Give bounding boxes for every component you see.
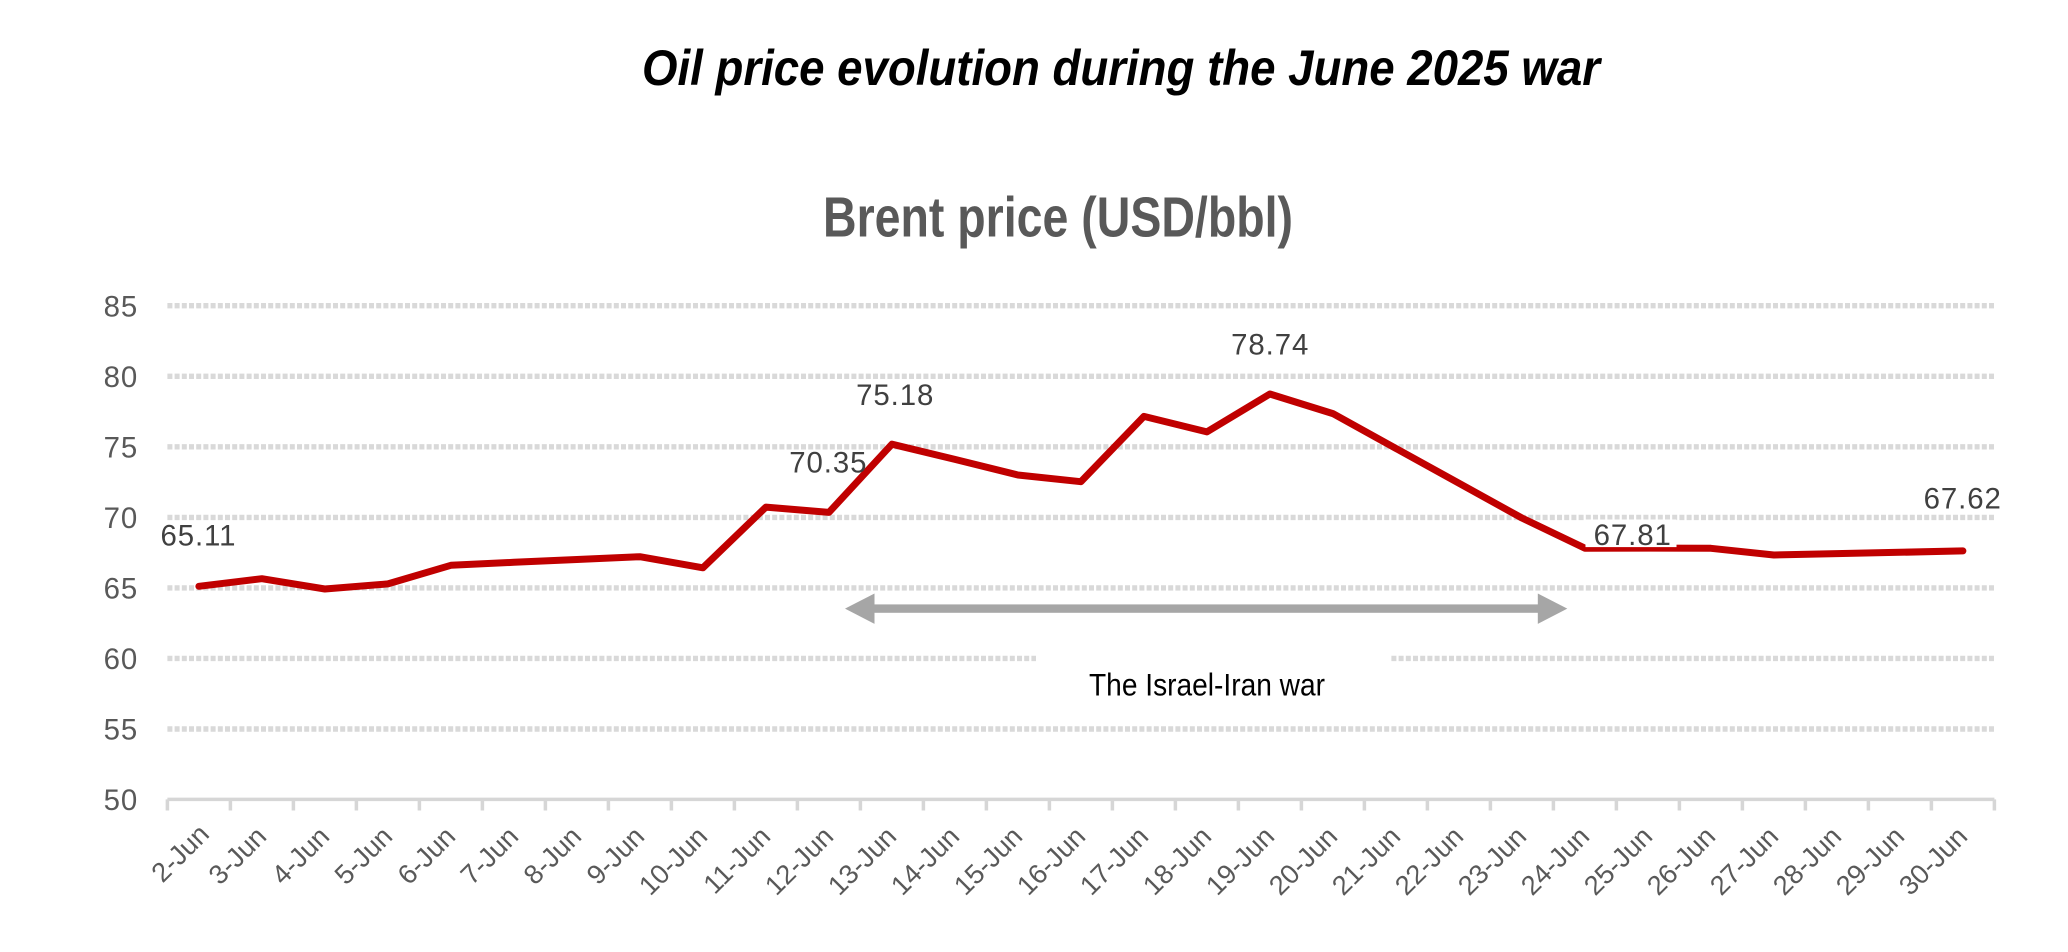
svg-text:75: 75 bbox=[104, 431, 139, 464]
svg-text:65.11: 65.11 bbox=[160, 520, 236, 553]
svg-text:The Israel-Iran war: The Israel-Iran war bbox=[1089, 667, 1325, 703]
svg-text:67.62: 67.62 bbox=[1924, 482, 2002, 515]
svg-text:80: 80 bbox=[104, 361, 139, 394]
svg-text:50: 50 bbox=[104, 784, 139, 817]
svg-text:78.74: 78.74 bbox=[1231, 328, 1309, 361]
svg-text:Oil price evolution during the: Oil price evolution during the June 2025… bbox=[642, 40, 1602, 96]
svg-text:70: 70 bbox=[104, 502, 139, 535]
svg-text:55: 55 bbox=[104, 714, 139, 747]
svg-text:75.18: 75.18 bbox=[856, 379, 934, 412]
svg-text:70.35: 70.35 bbox=[789, 447, 867, 480]
svg-text:85: 85 bbox=[104, 290, 139, 323]
svg-text:Brent price (USD/bbl): Brent price (USD/bbl) bbox=[823, 186, 1293, 250]
svg-text:60: 60 bbox=[104, 643, 139, 676]
svg-text:65: 65 bbox=[104, 573, 139, 606]
svg-text:67.81: 67.81 bbox=[1594, 519, 1672, 552]
